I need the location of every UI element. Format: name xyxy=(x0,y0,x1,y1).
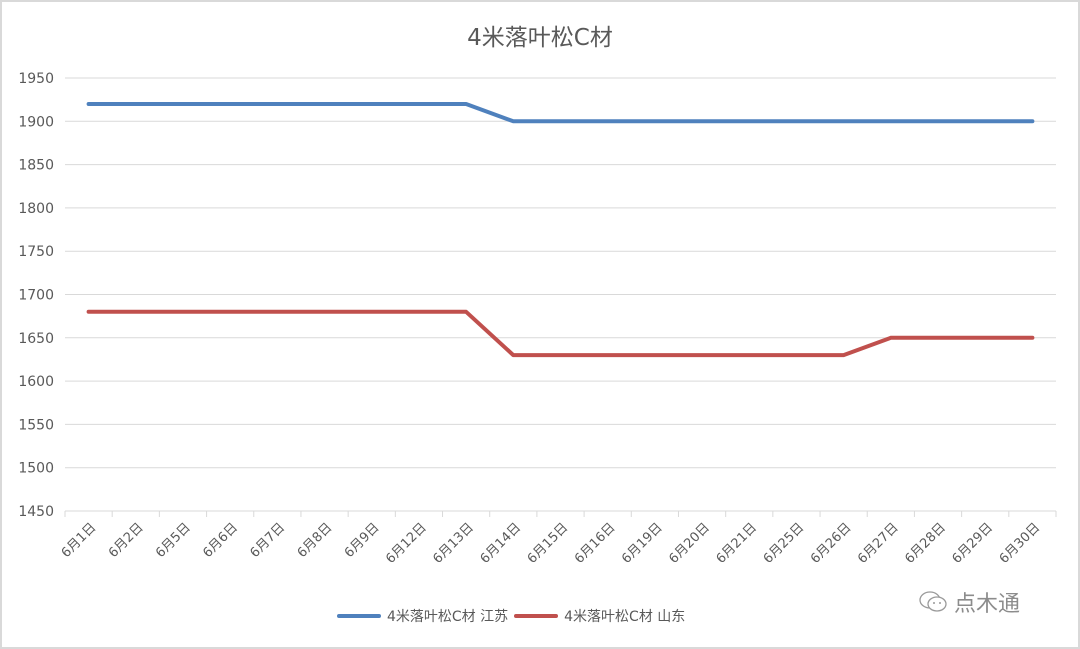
y-tick-label: 1550 xyxy=(18,417,54,433)
legend-swatch-jiangsu xyxy=(337,614,381,618)
y-tick-label: 1450 xyxy=(18,504,54,520)
x-tick-label: 6月13日 xyxy=(430,520,477,567)
x-tick-label: 6月26日 xyxy=(808,520,855,567)
wechat-icon xyxy=(919,591,947,612)
x-tick-label: 6月12日 xyxy=(383,520,430,567)
x-tick-label: 6月27日 xyxy=(855,520,902,567)
x-tick-label: 6月28日 xyxy=(902,520,949,567)
series-line-1[interactable] xyxy=(86,309,1035,358)
x-tick-label: 6月21日 xyxy=(714,520,761,567)
x-tick-label: 6月20日 xyxy=(666,520,713,567)
legend-item-jiangsu[interactable]: 4米落叶松C材 江苏 xyxy=(337,606,508,626)
series-line-0[interactable] xyxy=(86,102,1035,124)
legend: 4米落叶松C材 江苏 4米落叶松C材 山东 xyxy=(337,606,691,626)
x-tick-label: 6月5日 xyxy=(153,520,194,561)
legend-swatch-shandong xyxy=(514,614,559,618)
x-tick-label: 6月7日 xyxy=(247,520,288,561)
y-tick-label: 1750 xyxy=(18,244,54,260)
x-tick-label: 6月8日 xyxy=(295,520,336,561)
x-tick-label: 6月9日 xyxy=(342,520,383,561)
y-tick-label: 1950 xyxy=(18,71,54,87)
y-tick-label: 1800 xyxy=(18,201,54,217)
y-tick-label: 1700 xyxy=(18,288,54,304)
x-tick-label: 6月29日 xyxy=(949,520,996,567)
y-tick-label: 1600 xyxy=(18,374,54,390)
y-tick-label: 1850 xyxy=(18,158,54,174)
y-tick-label: 1650 xyxy=(18,331,54,347)
watermark-text: 点木通 xyxy=(954,592,1021,617)
x-tick-label: 6月14日 xyxy=(478,520,525,567)
legend-label-jiangsu: 4米落叶松C材 江苏 xyxy=(387,609,509,625)
x-tick-label: 6月1日 xyxy=(59,520,100,561)
x-tick-label: 6月30日 xyxy=(997,520,1044,567)
y-tick-label: 1500 xyxy=(18,461,54,477)
x-tick-label: 6月25日 xyxy=(761,520,808,567)
x-tick-label: 6月19日 xyxy=(619,520,666,567)
y-tick-label: 1900 xyxy=(18,114,54,130)
x-tick-label: 6月16日 xyxy=(572,520,619,567)
x-tick-label: 6月6日 xyxy=(200,520,241,561)
x-tick-label: 6月2日 xyxy=(106,520,147,561)
chart-title: 4米落叶松C材 xyxy=(467,25,613,51)
legend-item-shandong[interactable]: 4米落叶松C材 山东 xyxy=(514,606,685,626)
x-tick-label: 6月15日 xyxy=(525,520,572,567)
legend-label-shandong: 4米落叶松C材 山东 xyxy=(564,609,686,625)
watermark: 点木通 xyxy=(918,586,1020,618)
